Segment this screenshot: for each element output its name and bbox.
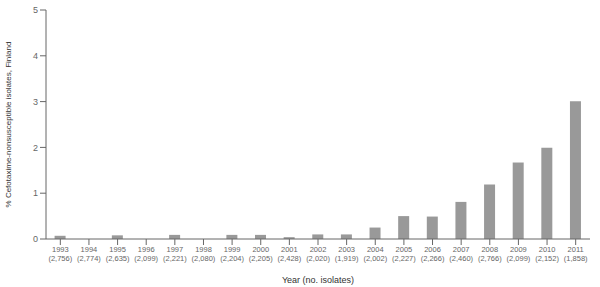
svg-text:% Cefotaxime-nonsusceptible is: % Cefotaxime-nonsusceptible isolates, Fi… <box>8 42 13 208</box>
svg-text:2011(1,858): 2011(1,858) <box>564 245 588 263</box>
svg-text:4: 4 <box>33 51 38 61</box>
svg-text:2005(2,227): 2005(2,227) <box>392 245 416 263</box>
svg-text:5: 5 <box>33 5 38 15</box>
svg-text:2000(2,205): 2000(2,205) <box>249 245 273 263</box>
svg-text:2007(2,460): 2007(2,460) <box>449 245 473 263</box>
svg-text:3: 3 <box>33 97 38 107</box>
svg-text:1999(2,204): 1999(2,204) <box>220 245 244 263</box>
svg-text:2002(2,020): 2002(2,020) <box>306 245 330 263</box>
svg-text:Year (no. isolates): Year (no. isolates) <box>282 275 354 285</box>
svg-text:0: 0 <box>33 234 38 244</box>
svg-text:1993(2,756): 1993(2,756) <box>48 245 72 263</box>
svg-text:1995(2,635): 1995(2,635) <box>106 245 130 263</box>
svg-text:1997(2,221): 1997(2,221) <box>163 245 187 263</box>
svg-text:1998(2,080): 1998(2,080) <box>192 245 216 263</box>
svg-text:2001(2,428): 2001(2,428) <box>277 245 301 263</box>
svg-text:2008(2,766): 2008(2,766) <box>478 245 502 263</box>
svg-text:2009(2,099): 2009(2,099) <box>507 245 531 263</box>
svg-text:1: 1 <box>33 188 38 198</box>
svg-text:2: 2 <box>33 143 38 153</box>
svg-text:1996(2,099): 1996(2,099) <box>134 245 158 263</box>
svg-text:2010(2,152): 2010(2,152) <box>535 245 559 263</box>
svg-text:2006(2,266): 2006(2,266) <box>421 245 445 263</box>
svg-text:2003(1,919): 2003(1,919) <box>335 245 359 263</box>
svg-text:2004(2,002): 2004(2,002) <box>363 245 387 263</box>
svg-text:1994(2,774): 1994(2,774) <box>77 245 101 263</box>
